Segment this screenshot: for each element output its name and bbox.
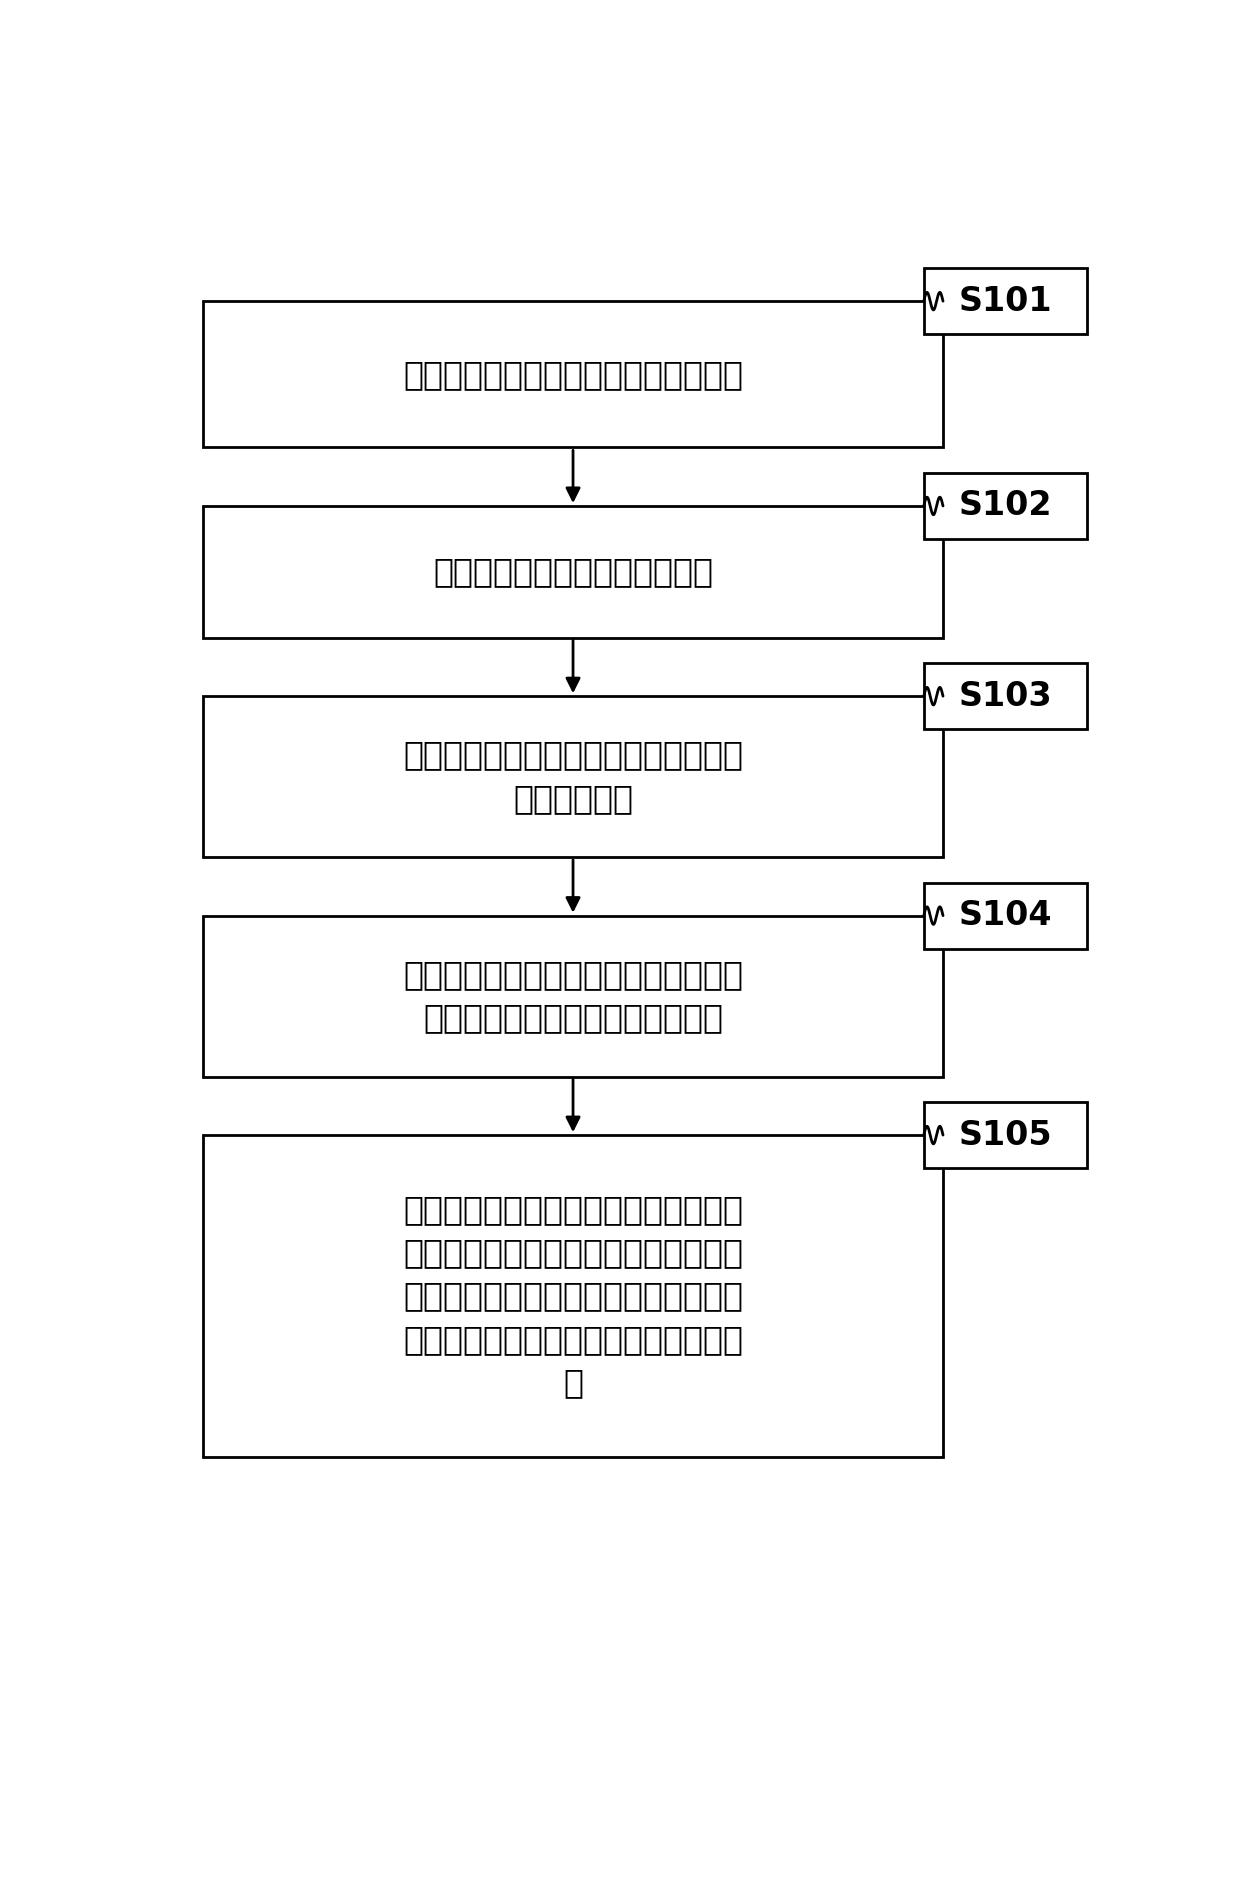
Text: S105: S105 <box>959 1119 1053 1151</box>
Text: 识别通光口上任意光波导连接点: 识别通光口上任意光波导连接点 <box>433 555 713 589</box>
Text: S103: S103 <box>959 680 1053 712</box>
FancyBboxPatch shape <box>203 916 942 1077</box>
Text: 沿所述连接路径多次螺旋照射光刻胶，
在连接路径外侧加工一层支撑结构: 沿所述连接路径多次螺旋照射光刻胶， 在连接路径外侧加工一层支撑结构 <box>403 958 743 1034</box>
Text: S102: S102 <box>959 490 1053 522</box>
FancyBboxPatch shape <box>924 1102 1087 1168</box>
FancyBboxPatch shape <box>924 663 1087 730</box>
FancyBboxPatch shape <box>203 505 942 638</box>
FancyBboxPatch shape <box>924 884 1087 948</box>
FancyBboxPatch shape <box>203 302 942 448</box>
Text: S104: S104 <box>959 899 1053 933</box>
Text: 根据传输光信号传播模式、波长的不同
设计连接路径: 根据传输光信号传播模式、波长的不同 设计连接路径 <box>403 739 743 815</box>
Text: 照射所述支撑结构包裹的光刻胶，所述
支撑结构包裹的光刻胶固化，所述支撑
结构和固化的支撑结构包裹的光刻胶组
成空间光波导，以实现空间光波导的制
备: 照射所述支撑结构包裹的光刻胶，所述 支撑结构包裹的光刻胶固化，所述支撑 结构和固… <box>403 1193 743 1398</box>
Text: 在待连接的通光口载体之间覆涂光刻胶: 在待连接的通光口载体之间覆涂光刻胶 <box>403 357 743 391</box>
Text: S101: S101 <box>959 285 1053 317</box>
FancyBboxPatch shape <box>924 268 1087 334</box>
FancyBboxPatch shape <box>203 695 942 857</box>
FancyBboxPatch shape <box>203 1134 942 1457</box>
FancyBboxPatch shape <box>924 473 1087 540</box>
